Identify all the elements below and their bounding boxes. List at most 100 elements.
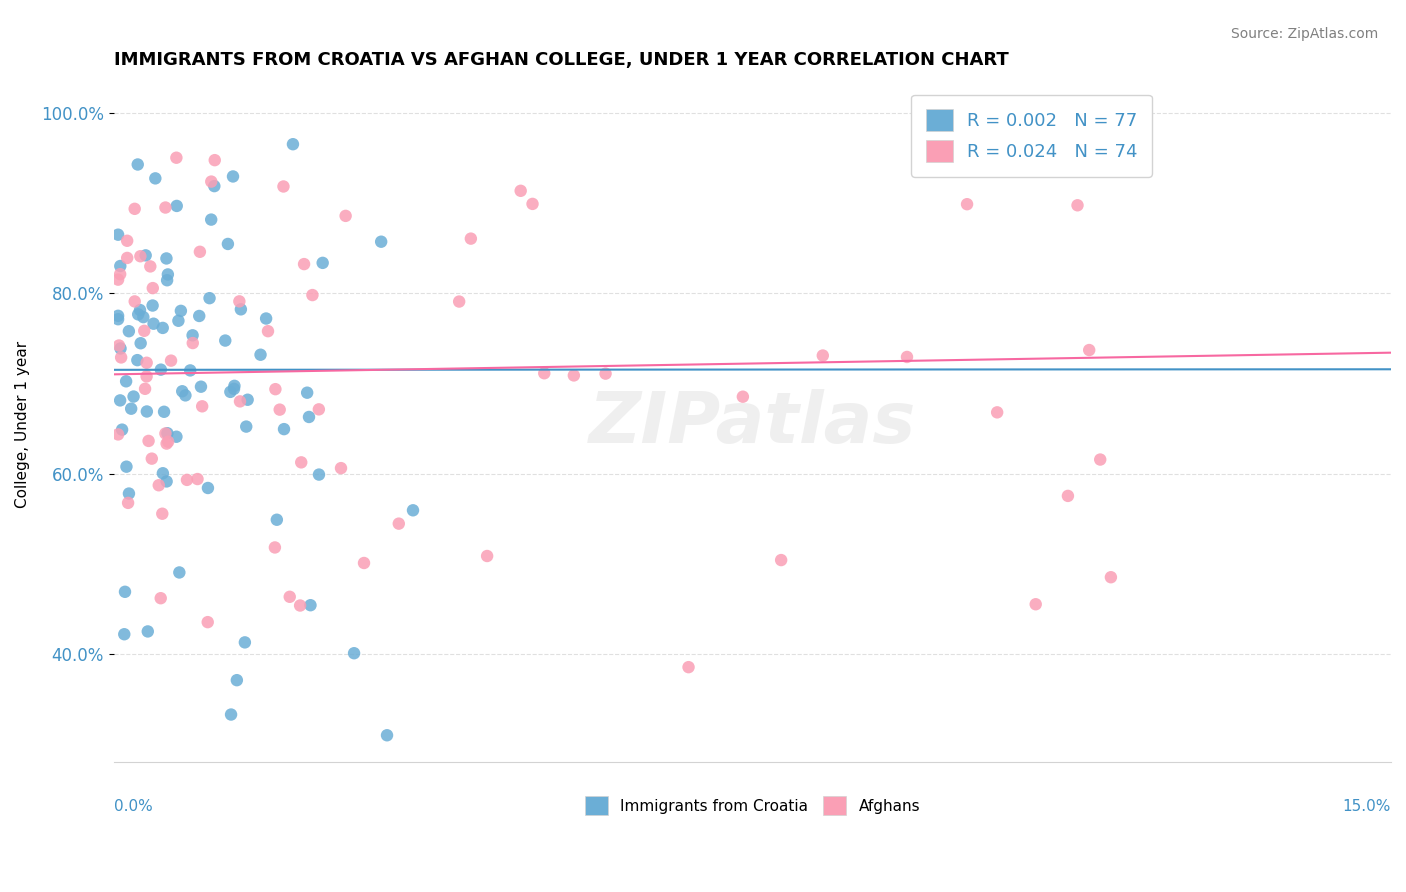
Point	[370, 235, 392, 249]
Point	[264, 541, 287, 555]
Point	[197, 615, 219, 629]
Point	[114, 584, 136, 599]
Point	[295, 385, 318, 400]
Point	[152, 321, 174, 335]
Point	[134, 382, 156, 396]
Point	[290, 455, 312, 469]
Point	[388, 516, 411, 531]
Point	[115, 459, 138, 474]
Point	[222, 169, 245, 184]
Point	[217, 236, 239, 251]
Point	[235, 419, 257, 434]
Point	[731, 390, 754, 404]
Point	[292, 257, 315, 271]
Point	[143, 171, 166, 186]
Point	[107, 227, 129, 242]
Point	[120, 401, 142, 416]
Point	[139, 260, 162, 274]
Point	[155, 426, 177, 441]
Point	[269, 402, 291, 417]
Point	[770, 553, 793, 567]
Point	[986, 405, 1008, 419]
Point	[204, 153, 226, 168]
Point	[219, 384, 242, 399]
Point	[222, 382, 245, 396]
Point	[132, 310, 155, 325]
Point	[107, 312, 129, 326]
Text: 15.0%: 15.0%	[1343, 798, 1391, 814]
Point	[115, 374, 138, 388]
Point	[142, 317, 165, 331]
Point	[156, 426, 179, 441]
Point	[148, 478, 170, 492]
Point	[134, 324, 156, 338]
Point	[136, 624, 159, 639]
Point	[108, 393, 131, 408]
Point	[475, 549, 498, 563]
Point	[273, 179, 295, 194]
Point	[138, 434, 160, 448]
Point	[200, 212, 222, 227]
Point	[165, 430, 187, 444]
Point	[118, 324, 141, 338]
Text: IMMIGRANTS FROM CROATIA VS AFGHAN COLLEGE, UNDER 1 YEAR CORRELATION CHART: IMMIGRANTS FROM CROATIA VS AFGHAN COLLEG…	[114, 51, 1008, 69]
Point	[110, 342, 132, 356]
Point	[155, 252, 177, 266]
Point	[127, 307, 149, 321]
Point	[129, 336, 152, 351]
Point	[460, 232, 482, 246]
Point	[266, 513, 288, 527]
Point	[224, 379, 246, 393]
Point	[533, 366, 555, 380]
Point	[229, 394, 252, 409]
Point	[166, 199, 188, 213]
Point	[155, 201, 177, 215]
Point	[200, 175, 222, 189]
Point	[254, 311, 277, 326]
Point	[169, 566, 191, 580]
Point	[107, 427, 129, 442]
Point	[811, 349, 834, 363]
Point	[191, 400, 214, 414]
Point	[228, 294, 250, 309]
Point	[107, 309, 129, 323]
Point	[1090, 452, 1112, 467]
Point	[108, 338, 131, 352]
Point	[197, 481, 219, 495]
Point	[273, 422, 295, 436]
Point	[301, 288, 323, 302]
Point	[562, 368, 585, 383]
Point	[308, 467, 330, 482]
Point	[156, 475, 179, 489]
Point	[174, 388, 197, 402]
Y-axis label: College, Under 1 year: College, Under 1 year	[15, 341, 30, 508]
Point	[375, 728, 398, 742]
Point	[152, 467, 174, 481]
Point	[107, 272, 129, 286]
Point	[308, 402, 330, 417]
Point	[157, 434, 180, 449]
Point	[142, 299, 165, 313]
Point	[127, 157, 149, 171]
Point	[112, 627, 135, 641]
Point	[108, 267, 131, 281]
Point	[288, 599, 311, 613]
Point	[188, 309, 211, 323]
Point	[1057, 489, 1080, 503]
Point	[335, 209, 357, 223]
Point	[135, 404, 157, 418]
Point	[149, 362, 172, 376]
Point	[142, 281, 165, 295]
Text: ZIPatlas: ZIPatlas	[589, 390, 917, 458]
Point	[281, 137, 304, 152]
Point	[522, 197, 544, 211]
Point	[202, 179, 225, 194]
Point	[129, 303, 152, 318]
Point	[278, 590, 301, 604]
Point	[160, 353, 183, 368]
Point	[595, 367, 617, 381]
Text: Source: ZipAtlas.com: Source: ZipAtlas.com	[1230, 27, 1378, 41]
Point	[135, 248, 157, 262]
Point	[176, 473, 198, 487]
Point	[135, 356, 157, 370]
